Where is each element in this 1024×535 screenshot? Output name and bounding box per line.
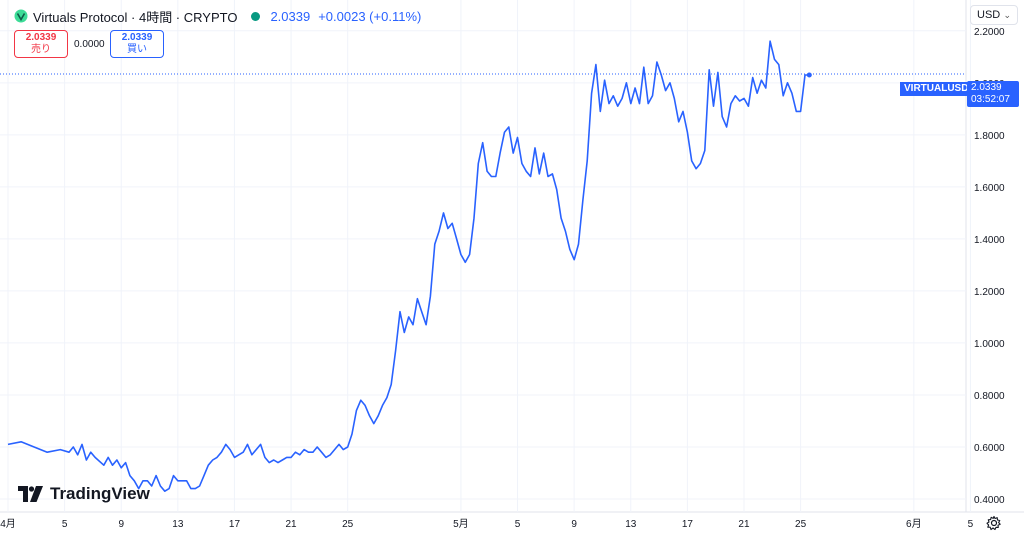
x-tick-label: 5 [968,519,974,530]
buy-button[interactable]: 2.0339 買い [110,30,164,58]
y-tick-label: 0.8000 [974,391,1005,402]
x-tick-label: 4月 [0,518,16,530]
settings-gear-icon[interactable] [986,515,1002,531]
y-tick-label: 2.2000 [974,27,1005,38]
x-tick-label: 25 [342,519,354,530]
header-change: +0.0023 (+0.11%) [318,8,422,24]
sell-price: 2.0339 [25,32,57,43]
quote-panel: 2.0339 売り 0.0000 2.0339 買い [14,30,164,58]
sell-label: 売り [31,44,51,55]
y-tick-label: 1.8000 [974,131,1005,142]
price-series-line[interactable] [7,40,810,493]
brand-name: TradingView [50,484,150,503]
y-tick-label: 0.4000 [974,495,1005,506]
x-tick-label: 13 [172,519,184,530]
y-tick-label: 1.2000 [974,287,1005,298]
market-status-icon [251,11,261,21]
sell-button[interactable]: 2.0339 売り [14,30,68,58]
chevron-down-icon: ⌄ [1003,9,1011,20]
currency-label: USD [977,9,1001,21]
last-price-value: 2.0339 [971,82,1002,93]
symbol-title[interactable]: Virtuals Protocol · 4時間 · CRYPTO [33,9,238,25]
x-tick-label: 9 [118,519,124,530]
last-price-point [806,72,812,78]
x-tick-label: 5月 [453,518,469,530]
x-tick-label: 17 [682,519,694,530]
tradingview-logo[interactable]: TradingView [18,484,150,504]
bar-countdown: 03:52:07 [971,94,1010,105]
spread-value: 0.0000 [74,38,105,50]
x-tick-label: 5 [62,519,68,530]
y-tick-label: 1.6000 [974,183,1005,194]
tradingview-logo-icon [18,486,43,502]
x-tick-label: 21 [286,519,298,530]
x-tick-label: 21 [738,519,750,530]
currency-select[interactable]: USD ⌄ [970,5,1018,25]
x-tick-label: 5 [515,519,521,530]
chart-header: Virtuals Protocol · 4時間 · CRYPTO 2.0339 … [14,7,421,25]
y-tick-label: 1.0000 [974,339,1005,350]
y-tick-label: 0.6000 [974,443,1005,454]
last-price-badge: 2.0339 03:52:07 [967,81,1019,107]
x-tick-label: 6月 [906,518,922,530]
x-tick-label: 25 [795,519,807,530]
x-tick-label: 9 [571,519,577,530]
buy-label: 買い [127,44,147,55]
symbol-badge: VIRTUALUSD [900,82,973,96]
y-tick-label: 1.4000 [974,235,1005,246]
header-price: 2.0339 [270,8,311,24]
buy-price: 2.0339 [121,32,153,43]
virtuals-logo-icon [14,9,28,23]
x-tick-label: 13 [625,519,637,530]
x-tick-label: 17 [229,519,241,530]
